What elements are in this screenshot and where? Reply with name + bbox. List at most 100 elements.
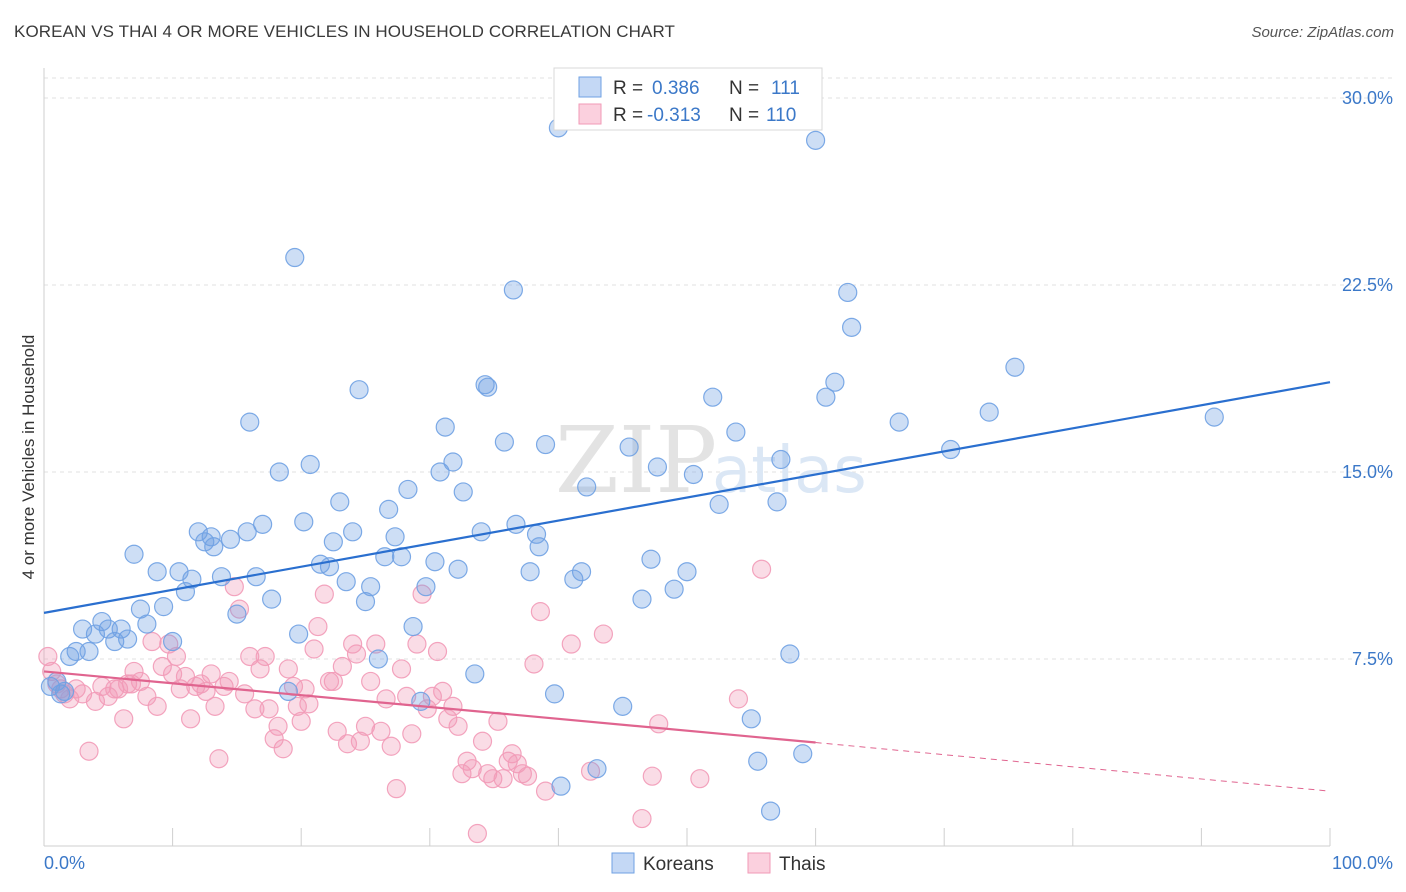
korean-point-24 — [195, 532, 215, 552]
korean-point-103 — [838, 282, 858, 303]
legend-korean-swatch — [578, 76, 602, 98]
thai-point-83 — [448, 716, 468, 736]
thai-point-67 — [366, 634, 386, 654]
source-label: Source: ZipAtlas.com — [1251, 24, 1394, 41]
korean-point-13 — [117, 629, 138, 649]
korean-point-101 — [816, 387, 836, 407]
thai-point-107 — [690, 769, 710, 789]
korean-point-16 — [137, 614, 157, 634]
thai-point-55 — [308, 616, 328, 637]
korean-point-68 — [478, 377, 498, 397]
thai-point-28 — [181, 709, 201, 729]
thai-point-77 — [417, 699, 437, 719]
bottom-legend: Koreans Thais — [611, 852, 825, 875]
thai-point-48 — [278, 659, 298, 679]
korean-point-84 — [632, 589, 652, 609]
korean-point-50 — [368, 649, 388, 669]
korean-point-64 — [453, 482, 473, 502]
korean-point-93 — [741, 709, 761, 729]
korean-point-95 — [760, 801, 781, 821]
thai-point-65 — [355, 716, 376, 736]
legend-thai-r-label: R = — [613, 105, 643, 126]
legend-korean-r-value: 0.386 — [652, 78, 700, 99]
korean-point-59 — [425, 552, 445, 572]
korean-point-96 — [767, 492, 787, 512]
korean-point-19 — [163, 631, 183, 652]
thai-point-32 — [201, 664, 221, 684]
thai-point-52 — [295, 679, 315, 699]
thai-point-36 — [219, 671, 239, 692]
korean-point-26 — [204, 537, 224, 557]
thai-point-97 — [517, 766, 538, 786]
thai-point-0 — [38, 646, 58, 667]
korean-point-46 — [343, 522, 363, 542]
watermark-zip: ZIP — [555, 407, 717, 514]
korean-point-107 — [979, 402, 999, 422]
thai-point-20 — [142, 631, 162, 652]
thai-point-108 — [728, 689, 749, 709]
bottom-legend-korean-swatch — [611, 852, 635, 874]
x-tick-min: 0.0% — [44, 853, 85, 873]
korean-point-100 — [805, 130, 826, 150]
thai-point-100 — [535, 781, 556, 801]
thai-point-91 — [488, 711, 508, 731]
korean-point-67 — [475, 375, 495, 395]
thai-point-105 — [642, 766, 662, 786]
thai-point-75 — [407, 634, 427, 654]
thai-point-6 — [66, 679, 86, 699]
korean-point-31 — [240, 412, 260, 432]
korean-point-80 — [577, 477, 597, 497]
korean-point-81 — [587, 759, 607, 779]
x-tick-labels: 0.0% 100.0% — [44, 853, 1393, 873]
korean-point-69 — [494, 432, 514, 452]
thai-point-58 — [323, 671, 343, 692]
korean-point-71 — [506, 514, 526, 534]
korean-point-0 — [40, 676, 61, 697]
korean-point-78 — [564, 569, 584, 589]
thai-point-101 — [561, 634, 581, 654]
thai-trendline-1 — [43, 670, 816, 744]
korean-point-33 — [253, 514, 273, 534]
thai-point-96 — [512, 764, 532, 784]
y-tick-label-3: 30.0% — [1342, 88, 1393, 108]
korean-point-75 — [535, 434, 556, 455]
legend-korean-n-label: N = — [729, 78, 759, 99]
korean-trendline-0 — [43, 381, 1331, 614]
x-tick-max: 100.0% — [1332, 853, 1393, 873]
korean-point-89 — [683, 464, 704, 485]
thai-point-68 — [371, 721, 391, 741]
korean-point-74 — [529, 537, 549, 557]
thai-point-42 — [250, 659, 270, 679]
korean-point-35 — [269, 462, 289, 482]
thai-point-82 — [443, 696, 463, 716]
thai-point-33 — [205, 696, 225, 716]
thai-point-109 — [751, 559, 772, 579]
korean-point-98 — [780, 644, 800, 664]
thai-point-41 — [245, 699, 265, 719]
korean-point-55 — [398, 479, 418, 500]
korean-point-109 — [1204, 407, 1224, 427]
korean-point-53 — [385, 527, 405, 547]
legend-thai-n-label: N = — [729, 105, 759, 126]
korean-point-87 — [664, 579, 684, 599]
thai-point-14 — [114, 709, 134, 729]
korean-point-88 — [677, 562, 697, 582]
legend-korean-r-label: R = — [613, 78, 643, 99]
korean-point-105 — [889, 412, 909, 432]
thai-point-69 — [376, 689, 396, 709]
thai-point-103 — [593, 624, 614, 644]
korean-point-8 — [85, 624, 106, 644]
korean-point-45 — [336, 572, 356, 592]
korean-point-85 — [641, 549, 661, 569]
korean-point-3 — [54, 681, 75, 702]
thai-point-59 — [327, 721, 347, 741]
trendlines — [43, 381, 1331, 792]
thai-point-94 — [502, 744, 522, 764]
bottom-legend-thais: Thais — [779, 854, 825, 875]
korean-point-52 — [379, 499, 399, 519]
korean-point-58 — [416, 577, 436, 597]
bottom-legend-thai-swatch — [747, 852, 771, 874]
korean-point-61 — [435, 417, 455, 437]
korean-point-30 — [237, 522, 257, 542]
